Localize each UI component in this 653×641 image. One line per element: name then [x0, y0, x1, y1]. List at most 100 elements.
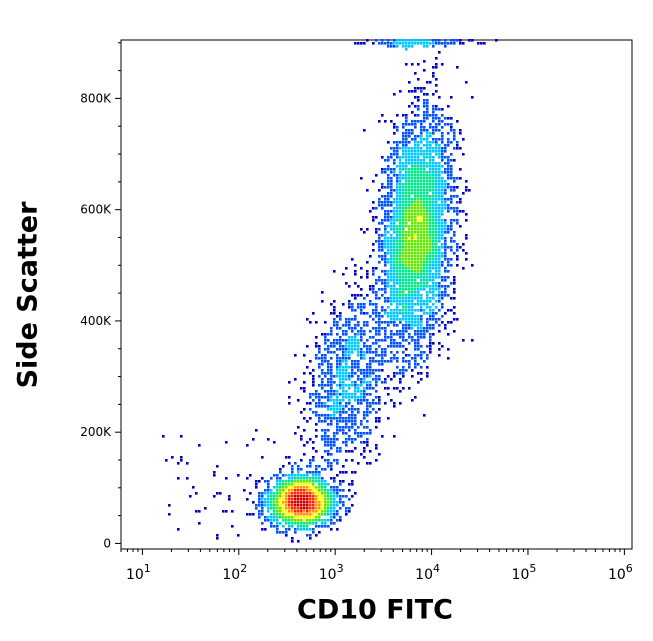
- event-dot: [387, 45, 390, 48]
- event-dot: [429, 225, 432, 228]
- event-dot: [420, 297, 423, 300]
- event-dot: [465, 237, 468, 240]
- event-dot: [435, 186, 438, 189]
- event-dot: [417, 108, 420, 111]
- event-dot: [396, 201, 399, 204]
- event-dot: [438, 240, 441, 243]
- event-dot: [417, 264, 420, 267]
- event-dot: [405, 240, 408, 243]
- event-dot: [432, 303, 435, 306]
- event-dot: [303, 522, 306, 525]
- event-dot: [405, 189, 408, 192]
- event-dot: [450, 153, 453, 156]
- event-dot: [426, 321, 429, 324]
- event-dot: [363, 342, 366, 345]
- event-dot: [429, 81, 432, 84]
- event-dot: [441, 201, 444, 204]
- event-dot: [315, 357, 318, 360]
- event-dot: [405, 138, 408, 141]
- event-dot: [345, 351, 348, 354]
- event-dot: [420, 204, 423, 207]
- event-dot: [285, 474, 288, 477]
- event-dot: [378, 417, 381, 420]
- event-dot: [381, 309, 384, 312]
- event-dot: [354, 429, 357, 432]
- event-dot: [432, 261, 435, 264]
- event-dot: [396, 240, 399, 243]
- event-dot: [315, 522, 318, 525]
- event-dot: [327, 501, 330, 504]
- event-dot: [366, 405, 369, 408]
- event-dot: [417, 363, 420, 366]
- event-dot: [354, 264, 357, 267]
- event-dot: [261, 501, 264, 504]
- event-dot: [405, 273, 408, 276]
- event-dot: [279, 480, 282, 483]
- event-dot: [348, 387, 351, 390]
- event-dot: [330, 486, 333, 489]
- event-dot: [399, 174, 402, 177]
- event-dot: [351, 438, 354, 441]
- event-dot: [351, 459, 354, 462]
- event-dot: [495, 39, 498, 42]
- event-dot: [300, 492, 303, 495]
- event-dot: [342, 390, 345, 393]
- event-dot: [318, 402, 321, 405]
- event-dot: [285, 531, 288, 534]
- event-dot: [393, 321, 396, 324]
- event-dot: [387, 345, 390, 348]
- event-dot: [405, 219, 408, 222]
- event-dot: [450, 309, 453, 312]
- event-dot: [393, 210, 396, 213]
- event-dot: [393, 39, 396, 42]
- event-dot: [330, 501, 333, 504]
- event-dot: [393, 171, 396, 174]
- event-dot: [402, 375, 405, 378]
- event-dot: [360, 267, 363, 270]
- event-dot: [267, 519, 270, 522]
- event-dot: [435, 141, 438, 144]
- event-dot: [414, 267, 417, 270]
- event-dot: [381, 294, 384, 297]
- event-dot: [333, 492, 336, 495]
- event-dot: [390, 294, 393, 297]
- event-dot: [432, 75, 435, 78]
- event-dot: [312, 456, 315, 459]
- event-dot: [453, 207, 456, 210]
- event-dot: [399, 42, 402, 45]
- event-dot: [432, 180, 435, 183]
- event-dot: [372, 327, 375, 330]
- event-dot: [309, 528, 312, 531]
- event-dot: [306, 420, 309, 423]
- event-dot: [408, 324, 411, 327]
- event-dot: [429, 237, 432, 240]
- event-dot: [438, 204, 441, 207]
- event-dot: [270, 522, 273, 525]
- event-dot: [387, 243, 390, 246]
- event-dot: [354, 396, 357, 399]
- event-dot: [378, 234, 381, 237]
- event-dot: [333, 489, 336, 492]
- event-dot: [444, 324, 447, 327]
- event-dot: [342, 420, 345, 423]
- event-dot: [444, 162, 447, 165]
- event-dot: [420, 210, 423, 213]
- event-dot: [423, 240, 426, 243]
- event-dot: [339, 360, 342, 363]
- event-dot: [333, 417, 336, 420]
- event-dot: [321, 384, 324, 387]
- event-dot: [390, 153, 393, 156]
- event-dot: [312, 459, 315, 462]
- event-dot: [450, 174, 453, 177]
- event-dot: [399, 264, 402, 267]
- event-dot: [420, 42, 423, 45]
- event-dot: [390, 309, 393, 312]
- event-dot: [363, 42, 366, 45]
- event-dot: [366, 408, 369, 411]
- event-dot: [420, 276, 423, 279]
- event-dot: [324, 480, 327, 483]
- event-dot: [429, 210, 432, 213]
- event-dot: [336, 366, 339, 369]
- event-dot: [273, 498, 276, 501]
- event-dot: [270, 477, 273, 480]
